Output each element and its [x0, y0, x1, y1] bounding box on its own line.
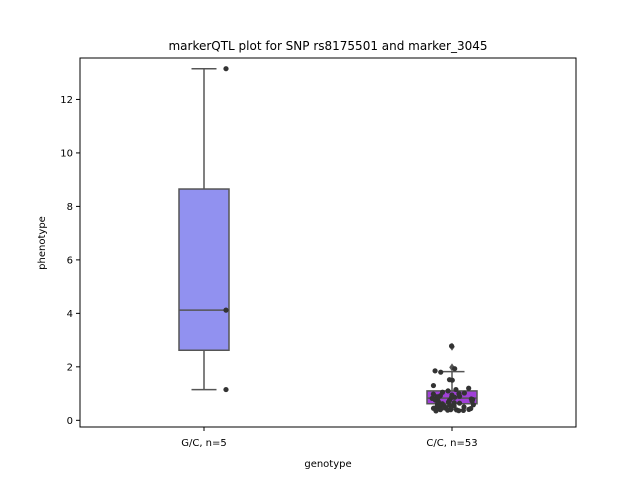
- data-point: [456, 393, 463, 399]
- y-tick-label: 12: [60, 95, 73, 106]
- x-axis: G/C, n=5 C/C, n=53: [181, 427, 478, 449]
- x-tick-label: G/C, n=5: [181, 438, 227, 449]
- y-axis: 0 2 4 6 8 10 12: [60, 95, 80, 427]
- data-point: [448, 343, 455, 349]
- data-point: [223, 66, 229, 72]
- y-tick-label: 0: [67, 416, 73, 427]
- box-iqr: [178, 188, 230, 352]
- data-point: [460, 407, 466, 414]
- data-point: [456, 408, 462, 414]
- data-point: [470, 402, 476, 408]
- data-point: [433, 408, 439, 414]
- data-point: [445, 388, 451, 394]
- data-point: [449, 377, 455, 383]
- data-point: [466, 385, 472, 391]
- data-point: [430, 391, 436, 397]
- y-tick-label: 2: [67, 362, 73, 373]
- x-tick-label: C/C, n=53: [426, 438, 477, 449]
- y-tick-label: 6: [67, 255, 73, 266]
- data-point: [461, 390, 467, 396]
- data-point: [466, 406, 472, 412]
- data-point: [453, 386, 459, 393]
- data-point: [437, 407, 443, 413]
- plot-area: [178, 66, 478, 414]
- plot-frame: [79, 57, 577, 428]
- data-point: [456, 400, 463, 406]
- y-tick-label: 8: [67, 202, 73, 213]
- data-point: [432, 368, 438, 374]
- data-point: [445, 407, 451, 413]
- data-point: [223, 386, 229, 393]
- data-point: [451, 403, 457, 409]
- data-point: [447, 402, 453, 408]
- strip-points: [429, 343, 476, 414]
- y-tick-label: 4: [67, 309, 73, 320]
- data-point: [452, 366, 458, 372]
- data-point: [438, 369, 444, 375]
- chart-title: markerQTL plot for SNP rs8175501 and mar…: [168, 39, 487, 53]
- strip-points: [223, 66, 229, 393]
- data-point: [223, 307, 229, 313]
- box-gc: [178, 67, 230, 391]
- x-axis-label: genotype: [304, 459, 351, 470]
- y-axis-label: phenotype: [37, 216, 48, 270]
- y-tick-label: 10: [60, 148, 73, 159]
- data-point: [430, 382, 437, 389]
